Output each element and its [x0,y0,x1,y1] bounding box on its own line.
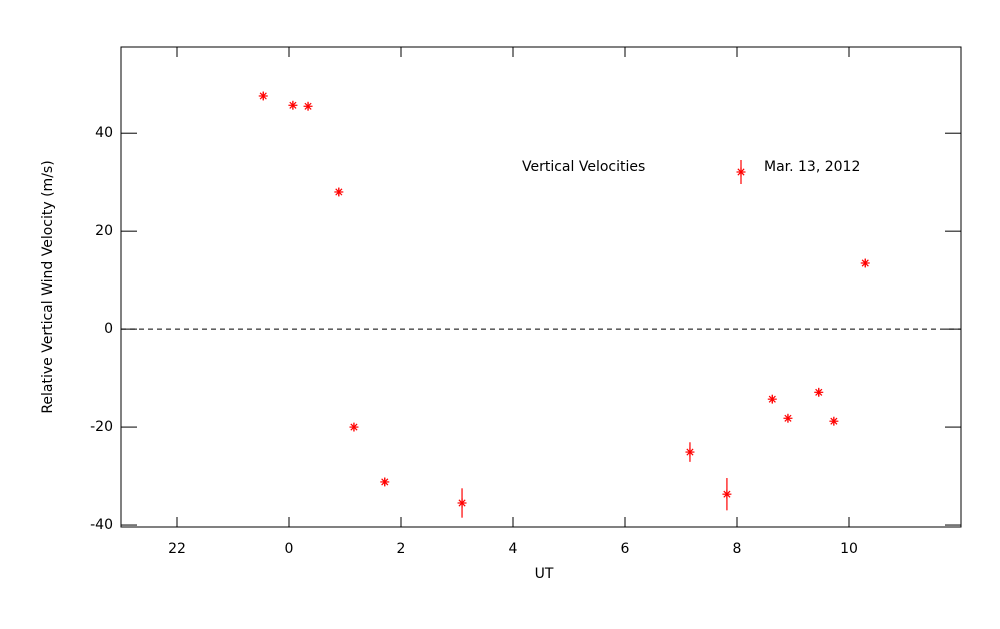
point [767,394,777,404]
marker-stroke [289,101,297,109]
plot-frame [120,46,962,528]
point [814,387,824,397]
marker-stroke [350,423,358,431]
x-tick-label: 8 [733,541,742,557]
point [380,477,390,487]
point [334,187,344,197]
x-tick-label: 6 [621,541,630,557]
point [258,91,268,101]
point [829,416,839,426]
x-axis-label: UT [535,566,554,582]
x-tick-label: 22 [168,541,186,557]
point [457,498,467,508]
marker-stroke [381,478,389,486]
y-tick-label: 0 [104,321,113,337]
marker-stroke [861,259,869,267]
marker-stroke [737,168,745,176]
y-tick-label: -20 [90,419,113,435]
x-tick-label: 10 [840,541,858,557]
y-tick-label: -40 [90,517,113,533]
annotation: Vertical Velocities [522,159,645,175]
x-tick-label: 2 [397,541,406,557]
point [349,422,359,432]
marker-stroke [458,499,466,507]
marker-stroke [686,448,694,456]
x-tick-label: 0 [285,541,294,557]
marker-stroke [259,92,267,100]
marker-stroke [335,188,343,196]
x-tick-label: 4 [509,541,518,557]
y-tick-label: 20 [95,223,113,239]
marker-stroke [784,414,792,422]
point [303,101,313,111]
legend-symbol [736,160,746,184]
point [288,100,298,110]
legend-label: Mar. 13, 2012 [764,159,860,175]
point [685,447,695,457]
marker-stroke [815,388,823,396]
y-tick-label: 40 [95,125,113,141]
marker-stroke [768,395,776,403]
marker-stroke [830,417,838,425]
marker-stroke [304,102,312,110]
point [722,489,732,499]
point [860,258,870,268]
marker-stroke [723,490,731,498]
point [783,413,793,423]
y-axis-label: Relative Vertical Wind Velocity (m/s) [40,160,56,413]
